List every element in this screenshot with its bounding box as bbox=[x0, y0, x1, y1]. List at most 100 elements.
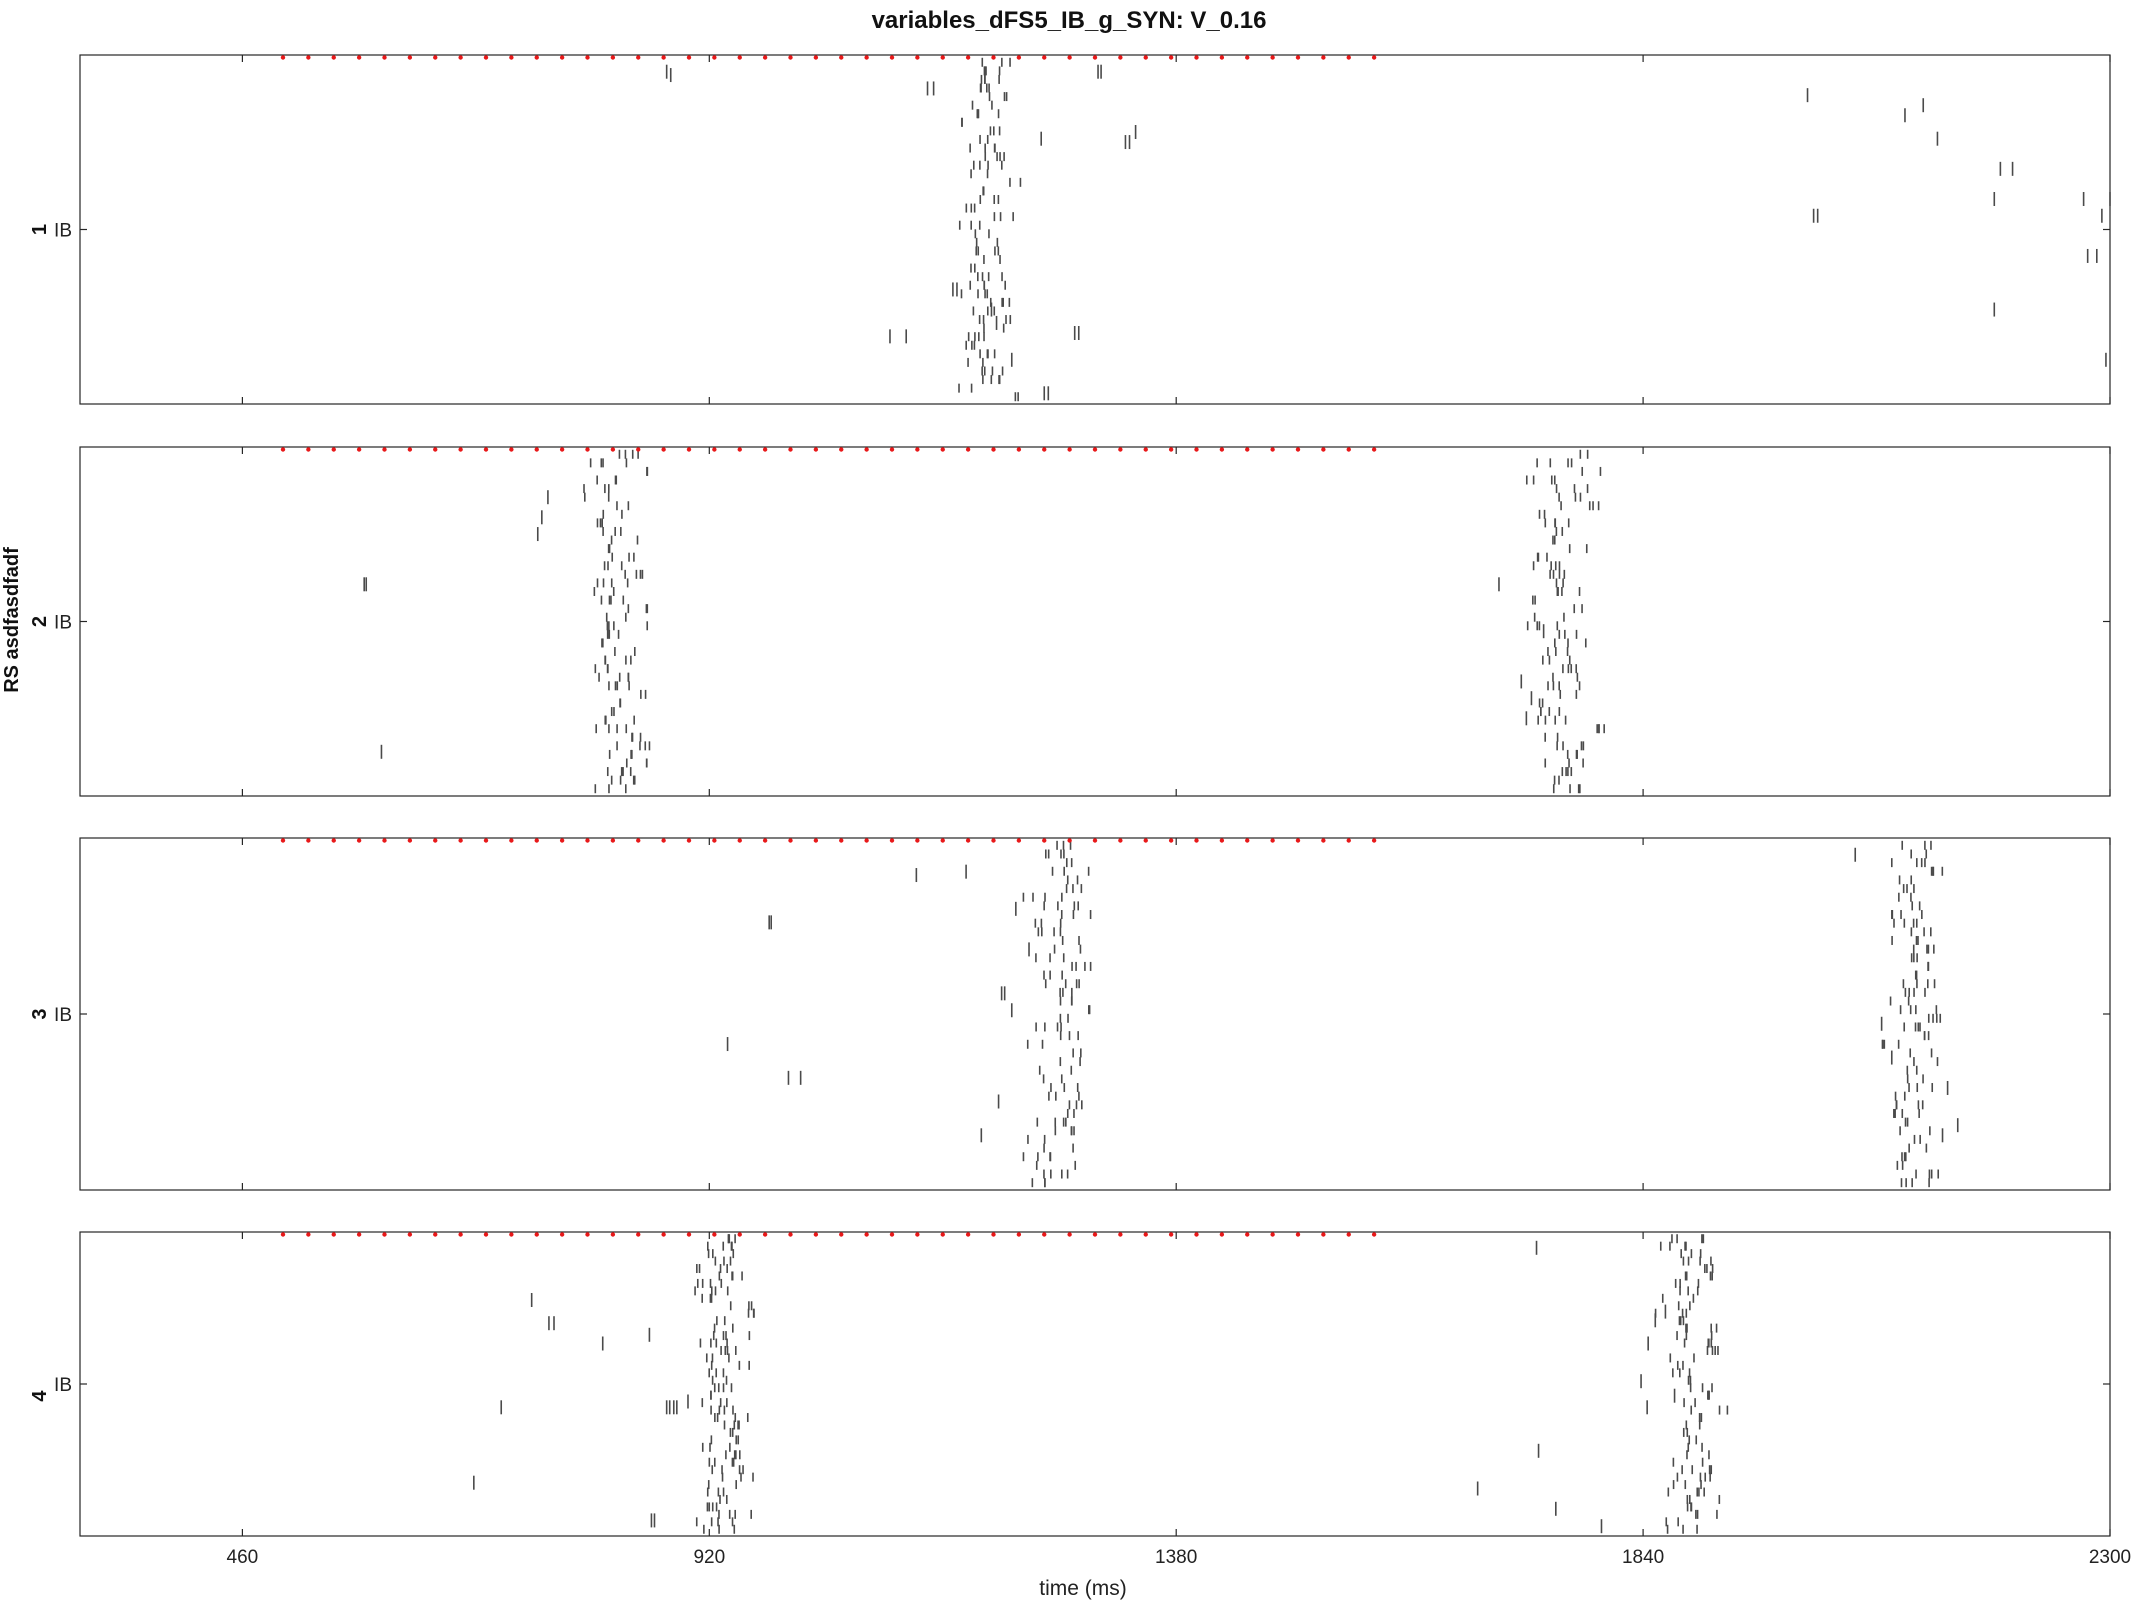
stimulus-dot bbox=[965, 1232, 971, 1237]
stimulus-dot bbox=[280, 838, 286, 843]
stimulus-dot bbox=[965, 55, 971, 60]
stimulus-dot bbox=[737, 838, 742, 843]
stimulus-dot bbox=[813, 447, 819, 452]
stimulus-dot bbox=[483, 838, 489, 843]
spike-group bbox=[473, 1234, 1729, 1534]
stimulus-dot bbox=[940, 838, 945, 843]
stimulus-dot bbox=[813, 1232, 819, 1237]
stimulus-dot bbox=[1194, 838, 1199, 843]
stimulus-dot bbox=[1321, 447, 1326, 452]
stimulus-dot bbox=[1118, 838, 1123, 843]
stimulus-dot bbox=[280, 1232, 286, 1237]
stimulus-dot bbox=[1295, 838, 1301, 843]
x-axis-label: time (ms) bbox=[1039, 1577, 1127, 1600]
stimulus-dot bbox=[585, 447, 590, 452]
stimulus-dot bbox=[407, 1232, 413, 1237]
stimulus-dot bbox=[788, 838, 793, 843]
stimulus-dot bbox=[813, 55, 819, 60]
stimulus-dot bbox=[686, 55, 692, 60]
spike-group bbox=[726, 840, 1959, 1188]
stimulus-dot bbox=[559, 447, 565, 452]
stimulus-dots bbox=[280, 1232, 1377, 1237]
stimulus-dot bbox=[965, 838, 971, 843]
stimulus-dot bbox=[1067, 838, 1072, 843]
stimulus-dot bbox=[534, 55, 539, 60]
figure-y-label: RS asdfasdfadf bbox=[1, 547, 23, 693]
stimulus-dot bbox=[534, 1232, 539, 1237]
stimulus-dot bbox=[1143, 1232, 1148, 1237]
stimulus-dot bbox=[1270, 838, 1275, 843]
panel-y-tick-label: IB bbox=[54, 221, 72, 242]
stimulus-dot bbox=[762, 55, 768, 60]
stimulus-dot bbox=[1168, 838, 1174, 843]
stimulus-dot bbox=[661, 1232, 666, 1237]
panel-frame bbox=[79, 837, 2111, 1191]
stimulus-dot bbox=[1295, 447, 1301, 452]
stimulus-dot bbox=[382, 55, 387, 60]
stimulus-dot bbox=[280, 55, 286, 60]
stimulus-dot bbox=[915, 1232, 920, 1237]
stimulus-dot bbox=[1321, 1232, 1326, 1237]
stimulus-dots bbox=[280, 838, 1377, 843]
stimulus-dot bbox=[1143, 447, 1148, 452]
stimulus-dot bbox=[458, 1232, 463, 1237]
stimulus-dot bbox=[864, 838, 869, 843]
stimulus-dot bbox=[1168, 55, 1174, 60]
stimulus-dot bbox=[737, 447, 742, 452]
stimulus-dot bbox=[889, 55, 895, 60]
stimulus-dot bbox=[610, 55, 616, 60]
stimulus-dot bbox=[1067, 55, 1072, 60]
stimulus-dot bbox=[1371, 447, 1377, 452]
stimulus-dot bbox=[559, 838, 565, 843]
stimulus-dot bbox=[407, 447, 413, 452]
stimulus-dot bbox=[509, 55, 514, 60]
stimulus-dot bbox=[1270, 1232, 1275, 1237]
stimulus-dot bbox=[1016, 838, 1022, 843]
stimulus-dot bbox=[483, 55, 489, 60]
stimulus-dot bbox=[1016, 1232, 1022, 1237]
stimulus-dot bbox=[915, 55, 920, 60]
panel-number-label: 1 bbox=[29, 224, 51, 235]
stimulus-dot bbox=[686, 1232, 692, 1237]
stimulus-dot bbox=[356, 55, 362, 60]
stimulus-dot bbox=[1143, 838, 1148, 843]
panel-frame bbox=[79, 54, 2111, 405]
stimulus-dot bbox=[509, 447, 514, 452]
stimulus-dot bbox=[1143, 55, 1148, 60]
stimulus-dot bbox=[940, 55, 945, 60]
stimulus-dot bbox=[1042, 447, 1047, 452]
panel-frame bbox=[79, 446, 2111, 797]
stimulus-dot bbox=[1092, 1232, 1098, 1237]
stimulus-dot bbox=[737, 1232, 742, 1237]
stimulus-dot bbox=[509, 1232, 514, 1237]
stimulus-dot bbox=[458, 55, 463, 60]
stimulus-dot bbox=[483, 1232, 489, 1237]
raster-panel-2: IB2 bbox=[29, 446, 2111, 797]
stimulus-dot bbox=[915, 447, 920, 452]
stimulus-dot bbox=[1118, 1232, 1123, 1237]
spike-group bbox=[363, 449, 1605, 794]
stimulus-dot bbox=[686, 838, 692, 843]
stimulus-dot bbox=[280, 447, 286, 452]
stimulus-dot bbox=[1245, 55, 1250, 60]
stimulus-dot bbox=[433, 838, 438, 843]
stimulus-dot bbox=[712, 1232, 717, 1237]
stimulus-dot bbox=[813, 838, 819, 843]
stimulus-dot bbox=[331, 55, 336, 60]
stimulus-dot bbox=[1245, 838, 1250, 843]
stimulus-dot bbox=[1346, 838, 1351, 843]
stimulus-dot bbox=[991, 1232, 996, 1237]
stimulus-dots bbox=[280, 55, 1377, 60]
stimulus-dot bbox=[382, 447, 387, 452]
stimulus-dot bbox=[356, 447, 362, 452]
stimulus-dot bbox=[331, 1232, 336, 1237]
stimulus-dot bbox=[534, 447, 539, 452]
stimulus-dot bbox=[509, 838, 514, 843]
stimulus-dot bbox=[991, 55, 996, 60]
stimulus-dot bbox=[1168, 447, 1174, 452]
panel-frame bbox=[79, 1231, 2111, 1537]
stimulus-dot bbox=[1371, 838, 1377, 843]
panel-number-label: 2 bbox=[29, 616, 51, 627]
x-tick-label: 1840 bbox=[1622, 1547, 1664, 1568]
stimulus-dot bbox=[762, 1232, 768, 1237]
